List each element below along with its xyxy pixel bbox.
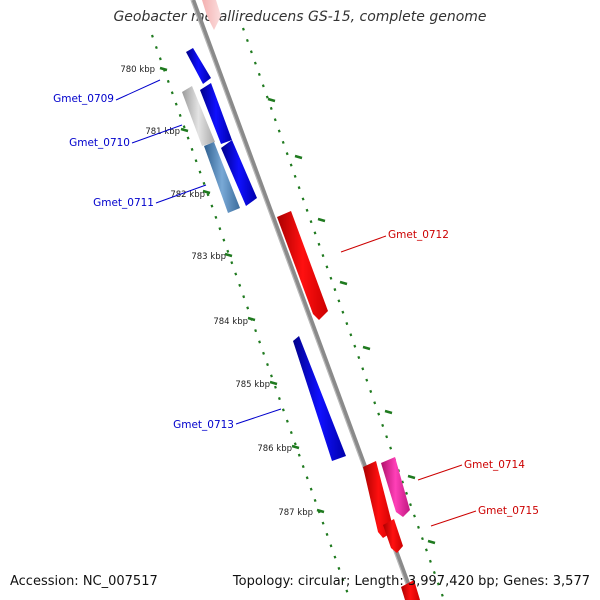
leader-line-gmet-0714 — [417, 464, 463, 481]
leader-line-gmet-0711 — [155, 184, 207, 204]
scale-outer-major-ticks — [267, 97, 436, 545]
gene-feature-small-red[interactable] — [383, 519, 403, 553]
gene-label-gmet-0709[interactable]: Gmet_0709 — [53, 93, 114, 105]
leader-line-gmet-0713 — [235, 408, 282, 425]
scale-label-784: 784 kbp — [213, 317, 248, 327]
gene-label-gmet-0715[interactable]: Gmet_0715 — [478, 505, 539, 517]
gene-feature-offscreen-bottom[interactable] — [401, 580, 420, 600]
gene-feature-gmet-0711[interactable] — [221, 140, 257, 206]
gene-label-gmet-0713[interactable]: Gmet_0713 — [173, 419, 234, 431]
scale-label-785: 785 kbp — [235, 380, 270, 390]
scale-major-ticks — [159, 66, 325, 514]
scale-label-783: 783 kbp — [191, 252, 226, 262]
scale-label-782: 782 kbp — [170, 190, 205, 200]
gene-feature-gmet-0710[interactable] — [200, 83, 232, 144]
accession-text: Accession: NC_007517 — [10, 574, 158, 589]
gene-label-gmet-0714[interactable]: Gmet_0714 — [464, 459, 525, 471]
gene-feature-gmet-0714[interactable] — [381, 457, 410, 517]
gene-feature-gmet-0712[interactable] — [277, 211, 328, 320]
gene-feature-offscreen-top[interactable] — [202, 0, 221, 30]
leader-line-gmet-0712 — [340, 235, 387, 253]
gene-feature-gray-0710[interactable] — [182, 86, 215, 146]
gene-feature-steelblue-0711[interactable] — [204, 142, 240, 213]
leader-line-gmet-0715 — [430, 510, 477, 527]
genome-summary-text: Topology: circular; Length: 3,997,420 bp… — [232, 574, 590, 589]
gene-feature-gmet-0709[interactable] — [186, 48, 211, 84]
scale-track-outer — [241, 27, 446, 600]
gene-label-gmet-0712[interactable]: Gmet_0712 — [388, 229, 449, 241]
scale-label-780: 780 kbp — [120, 65, 155, 75]
gene-feature-gmet-0713[interactable] — [293, 336, 346, 461]
gene-label-gmet-0711[interactable]: Gmet_0711 — [93, 197, 154, 209]
leader-line-gmet-0710 — [131, 124, 183, 144]
gene-feature-gmet-0715[interactable] — [363, 461, 394, 538]
leader-line-gmet-0709 — [115, 79, 161, 101]
scale-label-787: 787 kbp — [278, 508, 313, 518]
gene-label-gmet-0710[interactable]: Gmet_0710 — [69, 137, 130, 149]
scale-label-786: 786 kbp — [257, 444, 292, 454]
